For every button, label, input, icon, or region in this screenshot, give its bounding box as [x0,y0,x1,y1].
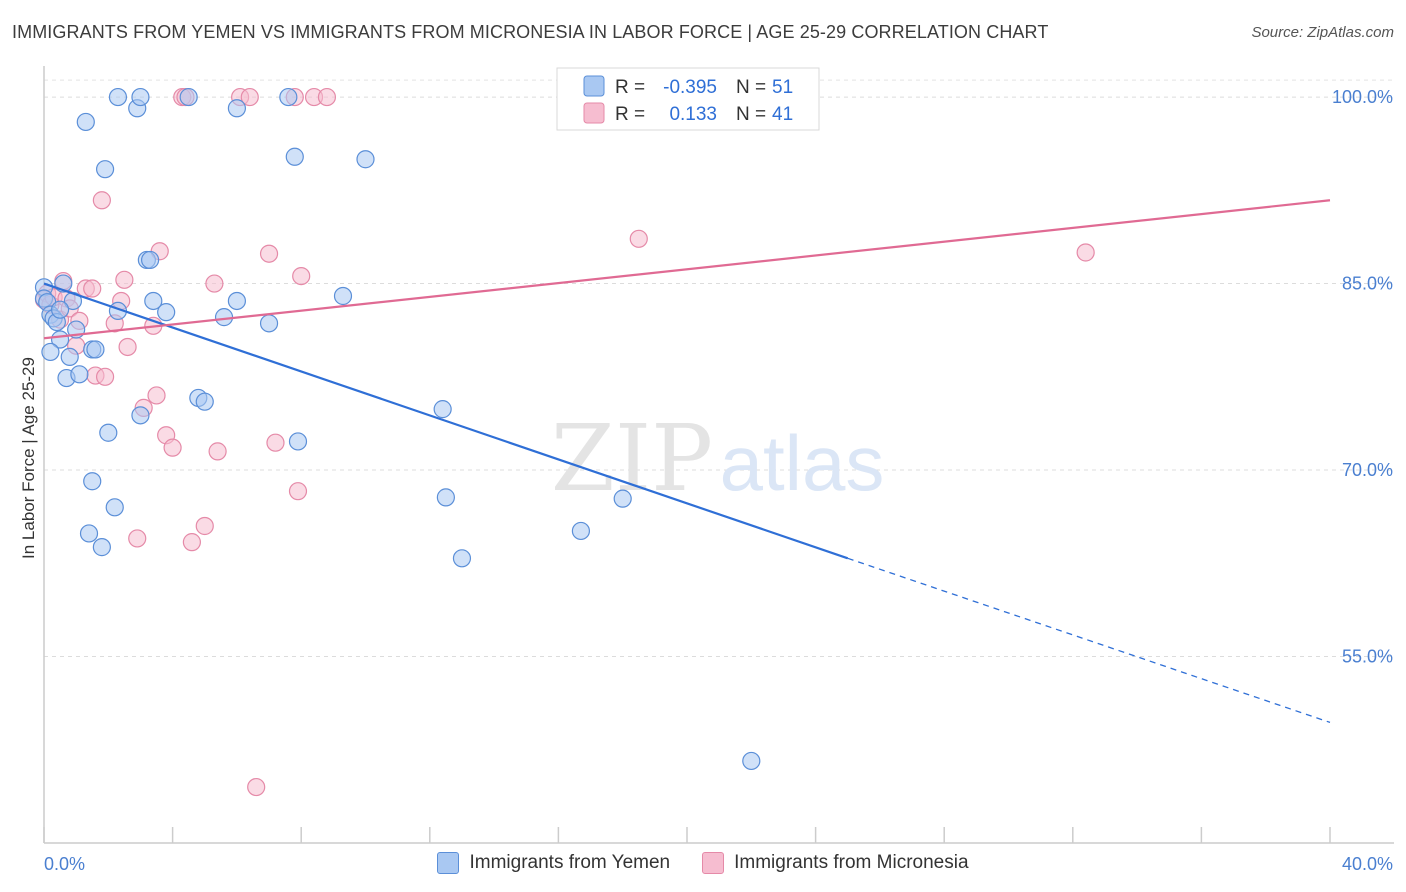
series-legend-label-yemen: Immigrants from Yemen [469,852,671,873]
data-point-yemen [214,308,234,327]
data-point-yemen [452,549,472,568]
y-tick-label: 70.0% [1342,460,1393,480]
chart-title: IMMIGRANTS FROM YEMEN VS IMMIGRANTS FROM… [12,22,1049,42]
series-yemen-points [34,87,761,771]
watermark-zip: ZIP [551,405,713,512]
data-point-yemen [571,521,591,541]
watermark-atlas: atlas [720,419,885,507]
legend-swatch-micronesia [583,102,605,124]
data-point-micronesia [288,482,308,501]
legend-n-value-yemen: 51 [772,77,793,98]
data-point-yemen [131,406,150,425]
x-tick-label-max: 40.0% [1342,854,1393,874]
series-legend-swatch-micronesia [702,852,725,874]
data-point-yemen [157,303,176,322]
y-tick-label: 100.0% [1332,87,1393,107]
series-legend-item-micronesia: Immigrants from Micronesia [702,852,969,874]
data-point-yemen [86,340,105,359]
data-point-yemen [285,147,304,166]
trend-line-micronesia [43,199,1331,340]
data-point-yemen [108,87,128,107]
data-point-yemen [140,250,160,270]
data-point-yemen [41,342,60,362]
data-point-yemen [83,472,102,491]
legend-r-label-micronesia: R = [615,104,645,125]
data-point-micronesia [259,244,279,263]
series-legend-swatch-yemen [437,852,460,874]
data-point-yemen [79,524,99,543]
data-point-yemen [333,286,353,306]
axes [43,66,1394,844]
legend-n-label-yemen: N = [736,77,766,98]
data-point-yemen [356,150,375,169]
data-point-yemen [288,432,308,451]
series-legend-item-yemen: Immigrants from Yemen [437,852,670,874]
legend-r-label-yemen: R = [615,77,645,98]
legend-r-value-yemen: -0.395 [663,77,717,98]
data-point-yemen [433,400,452,419]
data-point-micronesia [247,777,266,797]
data-point-yemen [227,99,246,118]
data-point-yemen [613,489,632,508]
data-point-micronesia [115,270,134,289]
data-point-micronesia [205,274,224,293]
trend-line-yemen-extension [847,557,1331,724]
legend-r-value-micronesia: 0.133 [669,104,717,125]
data-point-micronesia [92,191,111,210]
data-point-micronesia [118,337,137,357]
trend-line-yemen [43,282,849,560]
data-point-micronesia [240,87,259,107]
tick-labels: 55.0% 70.0% 85.0% 100.0% 0.0% 40.0% [44,87,1393,874]
data-point-micronesia [83,279,102,298]
data-point-yemen [50,300,70,319]
data-point-yemen [227,291,246,311]
data-point-micronesia [182,533,201,552]
trend-lines [43,199,1331,724]
gridlines [44,79,1394,658]
data-point-micronesia [208,442,227,461]
stats-legend: R = -0.395 N = 51 R = 0.133 N = 41 [556,67,820,131]
data-point-yemen [76,112,95,132]
data-point-yemen [144,291,163,311]
series-legend: Immigrants from Yemen Immigrants from Mi… [0,852,1406,874]
data-point-yemen [179,87,198,107]
data-point-yemen [131,87,150,107]
data-point-micronesia [195,516,214,536]
data-point-yemen [195,392,214,411]
data-point-micronesia [629,229,648,248]
data-point-micronesia [292,267,311,286]
source-credit: Source: ZipAtlas.com [1251,24,1394,41]
data-point-micronesia [266,433,285,452]
series-legend-label-micronesia: Immigrants from Micronesia [734,852,969,873]
data-point-yemen [70,365,89,384]
legend-n-label-micronesia: N = [736,104,766,125]
legend-swatch-yemen [583,75,605,97]
legend-n-value-micronesia: 41 [772,104,793,125]
data-point-micronesia [1076,243,1095,262]
data-point-yemen [105,498,124,517]
data-point-micronesia [163,438,182,457]
watermark: ZIP atlas [551,405,884,512]
data-point-micronesia [317,87,337,107]
data-point-yemen [742,751,761,771]
data-point-yemen [95,160,115,179]
data-point-yemen [92,538,111,557]
data-point-yemen [259,314,279,333]
data-point-yemen [279,87,298,107]
data-point-micronesia [95,367,115,386]
y-tick-label: 55.0% [1342,647,1393,667]
y-tick-label: 85.0% [1342,274,1393,294]
y-axis-label: In Labor Force | Age 25-29 [19,357,38,559]
data-point-micronesia [147,386,166,405]
data-point-yemen [60,347,79,367]
data-point-micronesia [128,529,147,548]
x-tick-label-min: 0.0% [44,854,85,874]
data-point-yemen [99,423,118,442]
data-point-yemen [436,488,455,507]
